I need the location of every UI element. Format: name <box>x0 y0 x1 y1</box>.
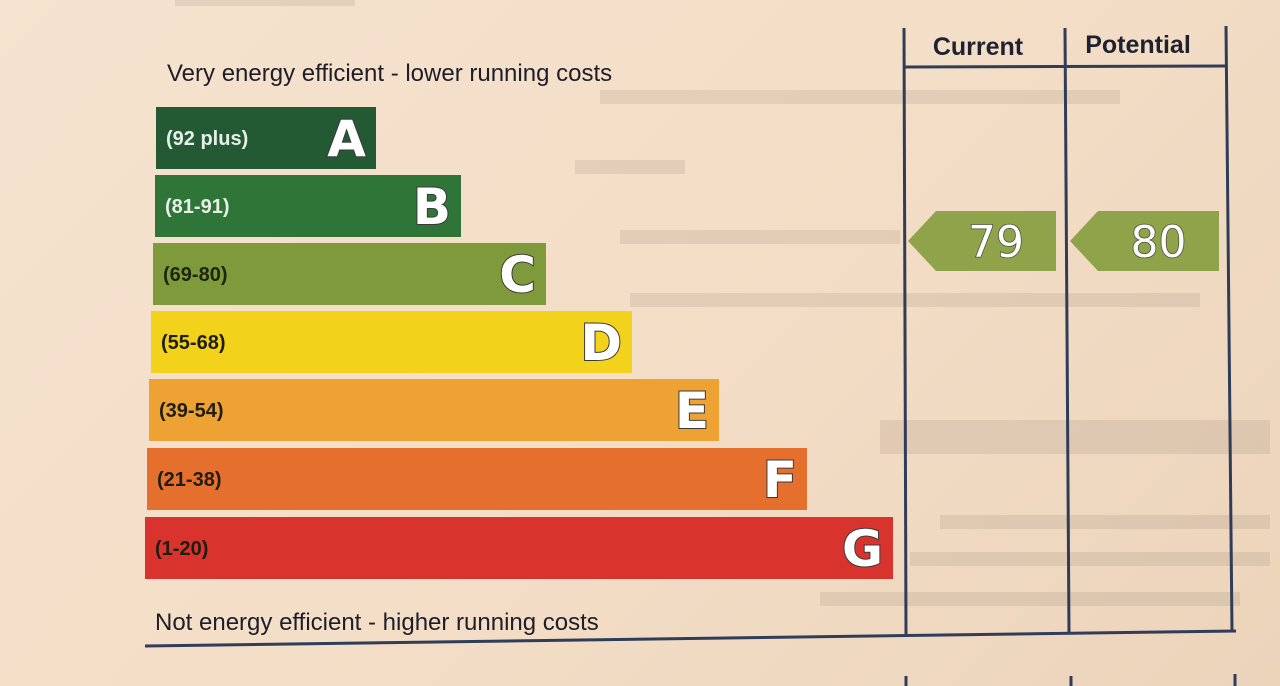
band-f-range: (21-38) <box>157 469 221 491</box>
band-e-letter: E <box>675 382 709 440</box>
top-caption: Very energy efficient - lower running co… <box>167 60 612 87</box>
band-f: (21-38) F <box>147 448 807 510</box>
band-a-range: (92 plus) <box>166 128 248 150</box>
potential-rating-arrow <box>1070 211 1219 271</box>
current-rating-arrow <box>908 211 1056 271</box>
potential-column-header: Potential <box>1085 31 1191 59</box>
band-b: (81-91) B <box>155 175 461 237</box>
band-d: (55-68) D <box>151 311 632 373</box>
band-c-bar <box>153 243 546 305</box>
band-b-letter: B <box>413 178 451 236</box>
current-rating: 79 <box>908 211 1056 271</box>
rating-bands: (92 plus) A (81-91) B (69-80) C (55-68) D (39-54… <box>145 107 893 579</box>
band-b-bar <box>155 175 461 237</box>
current-column-header: Current <box>933 33 1024 61</box>
band-e-range: (39-54) <box>159 400 223 422</box>
background-show-through <box>175 0 1270 606</box>
potential-rating: 80 <box>1070 211 1219 271</box>
band-e: (39-54) E <box>149 379 719 441</box>
rating-table-frame <box>144 25 1237 648</box>
band-c: (69-80) C <box>153 243 546 305</box>
band-a: (92 plus) A <box>156 107 376 169</box>
current-rating-value: 79 <box>968 217 1024 268</box>
band-f-bar <box>147 448 807 510</box>
band-d-letter: D <box>580 314 622 372</box>
band-d-bar <box>151 311 632 373</box>
band-b-range: (81-91) <box>165 196 229 218</box>
band-c-range: (69-80) <box>163 264 227 286</box>
band-a-bar <box>156 107 376 169</box>
bottom-caption: Not energy efficient - higher running co… <box>155 609 599 636</box>
band-g-letter: G <box>842 520 883 578</box>
band-g-bar <box>145 517 893 579</box>
band-c-letter: C <box>499 246 536 304</box>
potential-rating-value: 80 <box>1131 217 1187 268</box>
band-g: (1-20) G <box>145 517 893 579</box>
band-a-letter: A <box>327 110 366 168</box>
rating-indicators: 79 80 <box>908 211 1219 271</box>
band-e-bar <box>149 379 719 441</box>
next-table-edge <box>904 674 1237 686</box>
band-f-letter: F <box>763 451 797 509</box>
band-d-range: (55-68) <box>161 332 225 354</box>
band-g-range: (1-20) <box>155 538 208 560</box>
